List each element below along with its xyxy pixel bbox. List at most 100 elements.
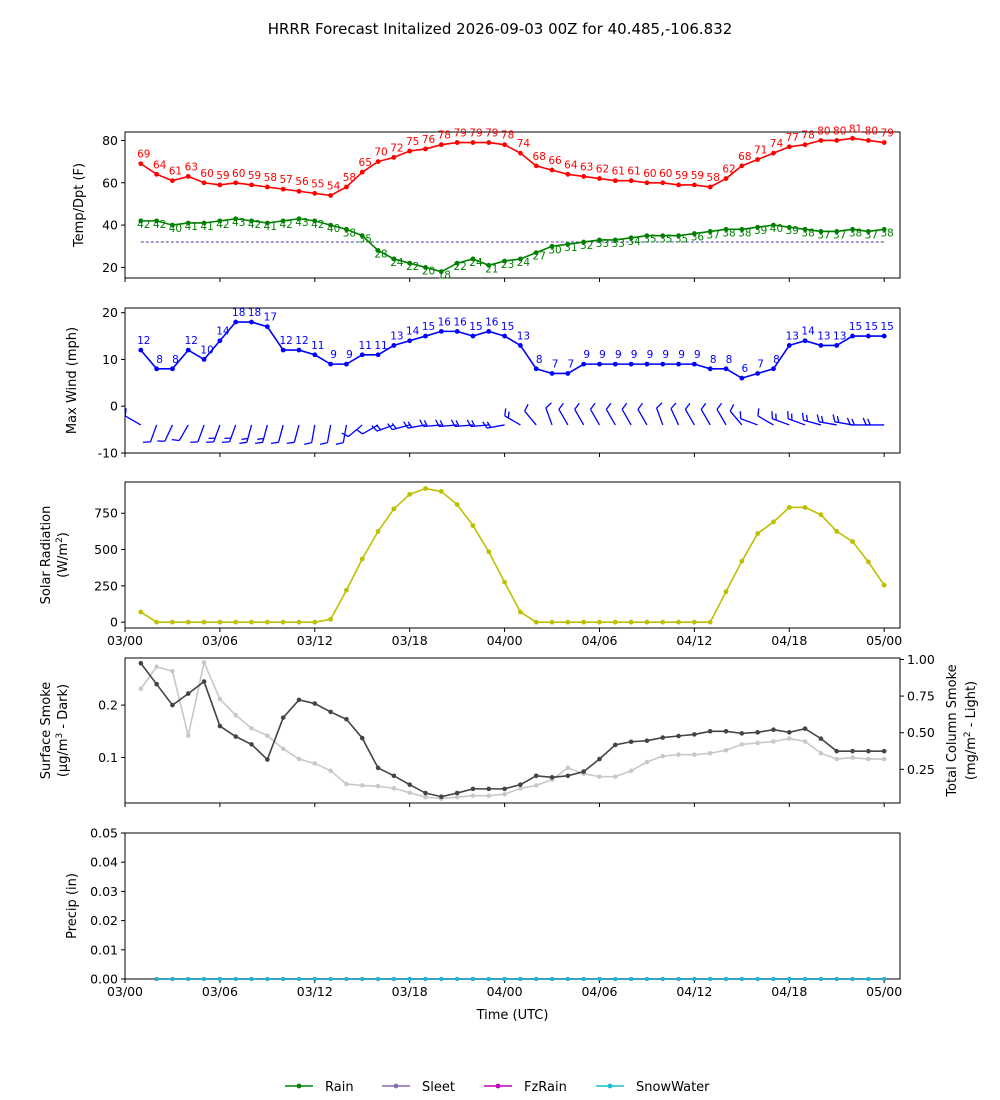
max-wind-point <box>201 357 207 362</box>
temperature-point <box>628 178 634 184</box>
dewpoint-point <box>644 233 650 239</box>
max-wind-point <box>818 343 824 348</box>
temperature-label: 56 <box>295 176 309 188</box>
wind-barb <box>832 414 853 426</box>
wind-barb-staff <box>178 424 189 441</box>
smoke-y2-axis-label: Total Column Smoke (mg/m2 - Light) <box>945 664 979 797</box>
max-wind-label: 14 <box>216 326 230 338</box>
max-wind-point <box>850 333 855 339</box>
wind-barb-flag <box>391 423 397 429</box>
column-smoke-point <box>454 794 460 800</box>
surface-smoke-point <box>866 748 871 754</box>
temperature-label: 60 <box>200 168 213 180</box>
wind-barb <box>142 424 158 443</box>
temperature-label: 59 <box>216 170 229 182</box>
temperature-label: 64 <box>564 159 578 171</box>
solar-radiation-point <box>201 619 207 625</box>
precip-snowwater-point <box>866 977 871 981</box>
wind-barb-flag <box>450 419 456 427</box>
dewpoint-label: 27 <box>533 251 546 263</box>
wind-barb <box>801 412 822 426</box>
temperature-label: 60 <box>232 168 245 180</box>
wind-barb-flag <box>355 428 363 435</box>
dewpoint-label: 42 <box>279 219 292 231</box>
max-wind-label: 10 <box>200 344 213 356</box>
temperature-label: 60 <box>659 168 672 180</box>
surface-smoke-point <box>439 794 444 800</box>
max-wind-point <box>407 338 413 344</box>
column-smoke-point <box>170 668 175 674</box>
dewpoint-label: 42 <box>248 219 261 231</box>
wind-barb-flag <box>558 402 564 410</box>
temperature-point <box>850 135 855 141</box>
wind-barb-flag <box>846 417 851 426</box>
wind-barb-flag <box>775 413 777 421</box>
surface-smoke-point <box>613 742 618 748</box>
column-smoke-point <box>502 791 507 797</box>
column-smoke-point <box>786 736 792 741</box>
temperature-label: 59 <box>675 170 688 182</box>
solar-radiation-point <box>834 528 840 534</box>
temperature-point <box>154 171 160 177</box>
wind-barb-staff <box>342 424 348 443</box>
dewpoint-point <box>154 218 160 224</box>
wind-barb-flag <box>466 419 472 427</box>
dewpoint-point <box>834 229 840 234</box>
wind-barb-flag <box>805 414 809 422</box>
max-wind-point <box>470 333 476 339</box>
max-wind-label: 12 <box>137 335 150 347</box>
solar-radiation-point <box>312 619 318 625</box>
precip-snowwater-point <box>170 977 175 981</box>
solar-radiation-point <box>280 619 286 625</box>
x-tick-label: 04/18 <box>771 633 807 648</box>
surface-smoke-point <box>233 734 239 739</box>
wind-barb-staff <box>164 424 174 442</box>
temperature-label: 58 <box>707 172 720 184</box>
temperature-label: 68 <box>533 151 546 163</box>
wind-plot-frame <box>124 307 901 454</box>
precip-snowwater-point <box>423 977 428 981</box>
wind-barb <box>371 424 395 432</box>
temperature-label: 79 <box>880 128 893 140</box>
max-wind-point <box>454 328 460 334</box>
dewpoint-label: 24 <box>517 257 531 269</box>
wind-barb-flag <box>304 442 312 446</box>
wind-barb <box>304 424 316 446</box>
wind-barb-staff <box>197 424 205 443</box>
precip-snowwater-point <box>755 977 760 981</box>
dewpoint-label: 38 <box>738 227 751 239</box>
x-tick-label: 04/00 <box>487 984 523 999</box>
precip-snowwater-point <box>281 977 286 981</box>
solar-radiation-point <box>755 531 761 536</box>
wind-barb-staff <box>262 424 268 443</box>
dewpoint-label: 38 <box>849 227 862 239</box>
y-tick-label: 500 <box>94 542 118 557</box>
y-tick-label: 750 <box>94 506 118 521</box>
temperature-point <box>612 178 618 184</box>
wind-barb <box>862 417 885 426</box>
temperature-point <box>264 184 270 190</box>
temperature-label: 78 <box>501 130 514 142</box>
max-wind-point <box>502 333 507 339</box>
column-smoke-point <box>328 768 333 774</box>
wind-barb-flag <box>157 440 165 442</box>
dewpoint-point <box>454 260 460 266</box>
surface-smoke-point <box>375 765 381 771</box>
wind-barb-flag <box>787 411 789 419</box>
column-smoke-point <box>423 794 428 800</box>
wind-barb-staff <box>787 418 806 426</box>
max-wind-label: 8 <box>172 354 179 366</box>
max-wind-point <box>771 366 776 372</box>
dewpoint-label: 41 <box>200 221 213 233</box>
wind-barb-staff <box>700 409 711 426</box>
precip-snowwater-point <box>676 977 681 981</box>
max-wind-label: 18 <box>248 307 261 319</box>
max-wind-point <box>328 361 334 367</box>
temperature-point <box>533 163 539 169</box>
temperature-point <box>834 138 840 143</box>
dewpoint-point <box>850 226 855 232</box>
temperature-point <box>407 148 413 154</box>
dewpoint-label: 34 <box>627 236 641 248</box>
solar-radiation-point <box>154 619 160 625</box>
surface-smoke-point <box>470 786 476 792</box>
